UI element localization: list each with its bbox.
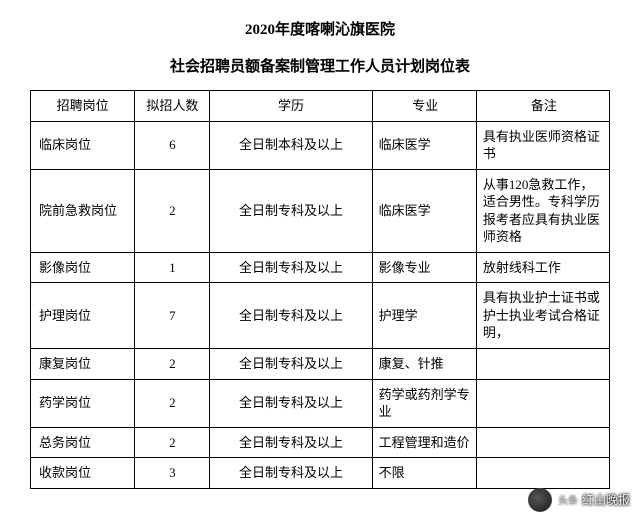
document-container: 2020年度喀喇沁旗医院 社会招聘员额备案制管理工作人员计划岗位表 招聘岗位 拟…	[0, 0, 640, 499]
cell-major: 临床医学	[372, 169, 476, 252]
cell-education: 全日制专科及以上	[210, 169, 372, 252]
cell-note	[476, 349, 609, 380]
cell-count: 7	[135, 283, 210, 349]
cell-education: 全日制专科及以上	[210, 283, 372, 349]
cell-major: 药学或药剂学专业	[372, 379, 476, 427]
cell-note	[476, 379, 609, 427]
cell-count: 2	[135, 379, 210, 427]
cell-major: 影像专业	[372, 252, 476, 283]
cell-education: 全日制专科及以上	[210, 427, 372, 458]
watermark-prefix: 头条	[558, 496, 578, 507]
col-header-count: 拟招人数	[135, 91, 210, 122]
cell-note: 具有执业医师资格证书	[476, 121, 609, 169]
cell-count: 2	[135, 349, 210, 380]
cell-count: 6	[135, 121, 210, 169]
cell-major: 工程管理和造价	[372, 427, 476, 458]
cell-position: 临床岗位	[31, 121, 135, 169]
cell-major: 康复、针推	[372, 349, 476, 380]
table-row: 临床岗位 6 全日制本科及以上 临床医学 具有执业医师资格证书	[31, 121, 610, 169]
cell-major: 不限	[372, 458, 476, 489]
watermark: 头条 红山晚报	[528, 488, 630, 512]
table-row: 总务岗位 2 全日制专科及以上 工程管理和造价	[31, 427, 610, 458]
cell-count: 1	[135, 252, 210, 283]
cell-position: 收款岗位	[31, 458, 135, 489]
subtitle: 社会招聘员额备案制管理工作人员计划岗位表	[30, 55, 610, 76]
table-row: 康复岗位 2 全日制专科及以上 康复、针推	[31, 349, 610, 380]
col-header-major: 专业	[372, 91, 476, 122]
cell-education: 全日制专科及以上	[210, 379, 372, 427]
table-header-row: 招聘岗位 拟招人数 学历 专业 备注	[31, 91, 610, 122]
cell-note	[476, 427, 609, 458]
col-header-education: 学历	[210, 91, 372, 122]
cell-major: 临床医学	[372, 121, 476, 169]
cell-count: 2	[135, 169, 210, 252]
cell-note	[476, 458, 609, 489]
cell-position: 康复岗位	[31, 349, 135, 380]
cell-note: 从事120急救工作，适合男性。专科学历报考者应具有执业医师资格	[476, 169, 609, 252]
title: 2020年度喀喇沁旗医院	[30, 18, 610, 39]
cell-count: 2	[135, 427, 210, 458]
cell-position: 药学岗位	[31, 379, 135, 427]
cell-count: 3	[135, 458, 210, 489]
cell-major: 护理学	[372, 283, 476, 349]
cell-education: 全日制本科及以上	[210, 121, 372, 169]
table-row: 护理岗位 7 全日制专科及以上 护理学 具有执业护士证书或护士执业考试合格证明，	[31, 283, 610, 349]
col-header-position: 招聘岗位	[31, 91, 135, 122]
table-row: 影像岗位 1 全日制专科及以上 影像专业 放射线科工作	[31, 252, 610, 283]
positions-table: 招聘岗位 拟招人数 学历 专业 备注 临床岗位 6 全日制本科及以上 临床医学 …	[30, 90, 610, 489]
cell-position: 护理岗位	[31, 283, 135, 349]
table-row: 院前急救岗位 2 全日制专科及以上 临床医学 从事120急救工作，适合男性。专科…	[31, 169, 610, 252]
watermark-text-block: 头条 红山晚报	[558, 491, 630, 509]
cell-note: 具有执业护士证书或护士执业考试合格证明，	[476, 283, 609, 349]
cell-note: 放射线科工作	[476, 252, 609, 283]
watermark-name: 红山晚报	[582, 493, 630, 507]
cell-position: 总务岗位	[31, 427, 135, 458]
table-row: 收款岗位 3 全日制专科及以上 不限	[31, 458, 610, 489]
cell-education: 全日制专科及以上	[210, 458, 372, 489]
cell-education: 全日制专科及以上	[210, 349, 372, 380]
table-row: 药学岗位 2 全日制专科及以上 药学或药剂学专业	[31, 379, 610, 427]
watermark-avatar-icon	[528, 488, 552, 512]
cell-education: 全日制专科及以上	[210, 252, 372, 283]
col-header-note: 备注	[476, 91, 609, 122]
cell-position: 院前急救岗位	[31, 169, 135, 252]
cell-position: 影像岗位	[31, 252, 135, 283]
